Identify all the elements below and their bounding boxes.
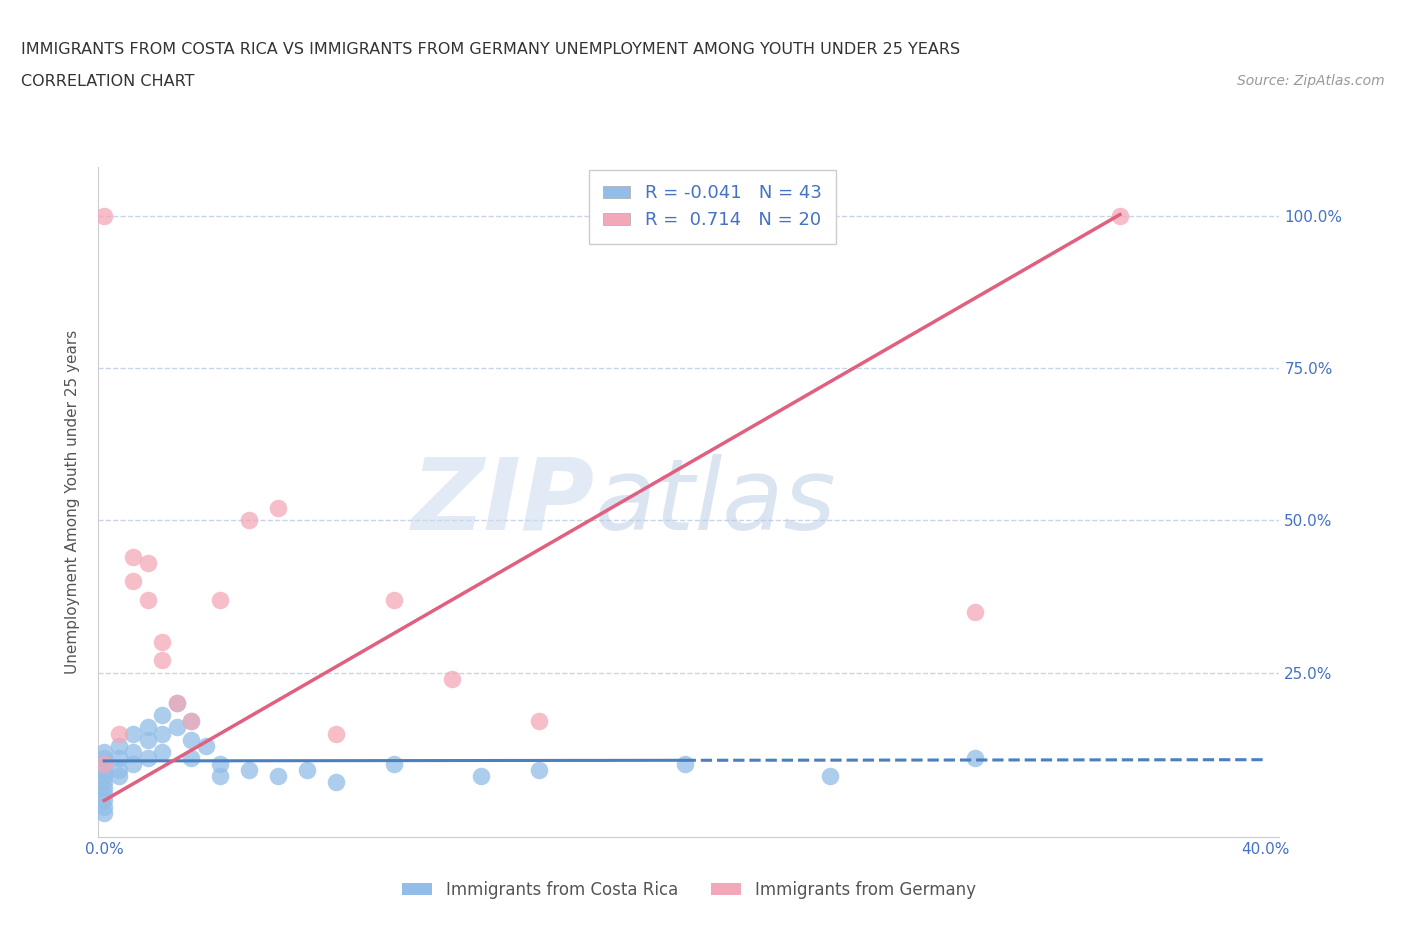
Point bbox=[93, 793, 115, 808]
Point bbox=[93, 787, 115, 802]
Point bbox=[209, 756, 232, 771]
Y-axis label: Unemployment Among Youth under 25 years: Unemployment Among Youth under 25 years bbox=[65, 330, 80, 674]
Point bbox=[93, 799, 115, 814]
Point bbox=[93, 756, 115, 771]
Legend: Immigrants from Costa Rica, Immigrants from Germany: Immigrants from Costa Rica, Immigrants f… bbox=[395, 874, 983, 906]
Point bbox=[325, 775, 347, 790]
Point bbox=[150, 726, 173, 741]
Point bbox=[441, 671, 464, 686]
Point bbox=[166, 696, 188, 711]
Point bbox=[93, 805, 115, 820]
Point bbox=[93, 781, 115, 796]
Point bbox=[194, 738, 217, 753]
Point bbox=[150, 708, 173, 723]
Point bbox=[93, 769, 115, 784]
Point bbox=[166, 720, 188, 735]
Point bbox=[93, 775, 115, 790]
Text: CORRELATION CHART: CORRELATION CHART bbox=[21, 74, 194, 89]
Point bbox=[93, 751, 115, 765]
Point bbox=[107, 751, 129, 765]
Point bbox=[238, 763, 260, 777]
Text: IMMIGRANTS FROM COSTA RICA VS IMMIGRANTS FROM GERMANY UNEMPLOYMENT AMONG YOUTH U: IMMIGRANTS FROM COSTA RICA VS IMMIGRANTS… bbox=[21, 42, 960, 57]
Point bbox=[93, 756, 115, 771]
Point bbox=[180, 714, 202, 729]
Point bbox=[122, 756, 145, 771]
Point bbox=[136, 732, 159, 747]
Point bbox=[136, 720, 159, 735]
Point bbox=[529, 714, 551, 729]
Point bbox=[470, 769, 492, 784]
Point bbox=[180, 714, 202, 729]
Point bbox=[122, 574, 145, 589]
Point bbox=[122, 550, 145, 565]
Point bbox=[529, 763, 551, 777]
Point bbox=[673, 756, 696, 771]
Point bbox=[150, 744, 173, 759]
Point bbox=[384, 592, 406, 607]
Text: ZIP: ZIP bbox=[412, 454, 595, 551]
Point bbox=[107, 726, 129, 741]
Point bbox=[93, 208, 115, 223]
Point bbox=[122, 744, 145, 759]
Point bbox=[267, 769, 290, 784]
Point bbox=[1108, 208, 1130, 223]
Text: atlas: atlas bbox=[595, 454, 837, 551]
Point bbox=[209, 769, 232, 784]
Point bbox=[136, 751, 159, 765]
Point bbox=[238, 513, 260, 528]
Point bbox=[136, 555, 159, 570]
Point bbox=[150, 653, 173, 668]
Point bbox=[107, 738, 129, 753]
Point bbox=[107, 769, 129, 784]
Point bbox=[384, 756, 406, 771]
Point bbox=[166, 696, 188, 711]
Point bbox=[963, 604, 986, 619]
Point bbox=[122, 726, 145, 741]
Text: Source: ZipAtlas.com: Source: ZipAtlas.com bbox=[1237, 74, 1385, 88]
Point bbox=[818, 769, 841, 784]
Point bbox=[150, 635, 173, 650]
Point bbox=[963, 751, 986, 765]
Point bbox=[136, 592, 159, 607]
Point bbox=[93, 763, 115, 777]
Point bbox=[180, 732, 202, 747]
Point bbox=[180, 751, 202, 765]
Point bbox=[93, 744, 115, 759]
Point bbox=[107, 763, 129, 777]
Point bbox=[209, 592, 232, 607]
Point bbox=[267, 501, 290, 516]
Point bbox=[325, 726, 347, 741]
Point bbox=[297, 763, 319, 777]
